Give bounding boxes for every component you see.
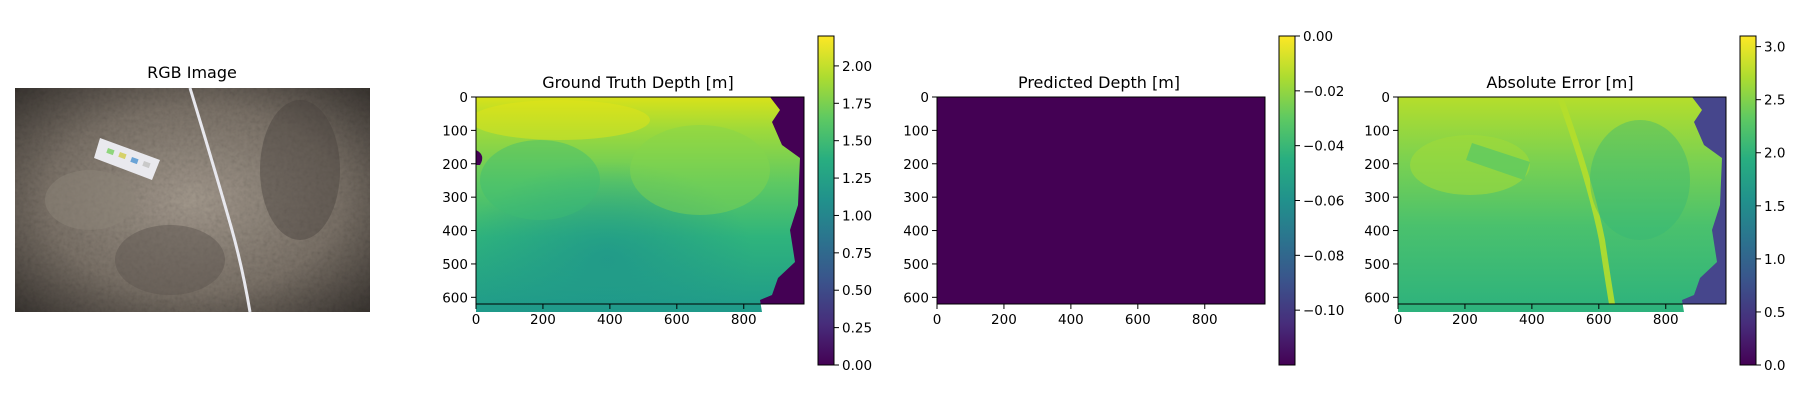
pred-ytick-label: 600 <box>903 290 929 306</box>
gt-x-ticks: 0 200 400 600 800 <box>472 304 757 328</box>
err-ytick-label: 200 <box>1364 157 1390 173</box>
pred-xtick-label: 800 <box>1192 312 1218 328</box>
gt-xtick-label: 600 <box>664 312 690 328</box>
err-x-ticks: 0 200 400 600 800 <box>1394 304 1679 328</box>
err-cbtick-label: 0.5 <box>1764 305 1785 321</box>
err-axes-frame <box>1397 96 1727 305</box>
color-checker-card <box>94 138 160 180</box>
gt-cbtick-label: 1.25 <box>842 171 872 187</box>
pred-depth-panel: Predicted Depth [m] 0 200 400 600 800 0 100 20… <box>903 29 1344 366</box>
gt-xtick-label: 200 <box>530 312 556 328</box>
measuring-tape <box>188 87 252 313</box>
err-ytick-label: 0 <box>1381 90 1390 106</box>
pred-xtick-label: 400 <box>1058 312 1084 328</box>
err-ytick-label: 300 <box>1364 190 1390 206</box>
pred-cbtick-label: −0.04 <box>1303 139 1344 155</box>
err-ytick-label: 100 <box>1364 123 1390 139</box>
err-xtick-label: 600 <box>1586 312 1612 328</box>
gt-cbtick-label: 0.50 <box>842 283 872 299</box>
pred-ytick-label: 100 <box>903 123 929 139</box>
err-cbtick-label: 2.5 <box>1764 93 1785 109</box>
err-cbtick-label: 0.0 <box>1764 358 1785 374</box>
gt-depth-map <box>476 97 800 312</box>
err-colorbar-ticks: 0.0 0.5 1.0 1.5 2.0 2.5 3.0 <box>1756 40 1785 374</box>
gt-cbtick-label: 0.00 <box>842 358 872 374</box>
gt-cbtick-label: 2.00 <box>842 59 872 75</box>
err-colorbar: 0.0 0.5 1.0 1.5 2.0 2.5 3.0 <box>1739 35 1785 374</box>
gt-ytick-label: 0 <box>459 90 468 106</box>
pred-cbtick-label: −0.06 <box>1303 194 1344 210</box>
err-xtick-label: 800 <box>1653 312 1679 328</box>
err-xtick-label: 200 <box>1452 312 1478 328</box>
err-xtick-label: 0 <box>1394 312 1403 328</box>
pred-xtick-label: 600 <box>1125 312 1151 328</box>
pred-depth-map <box>937 97 1265 304</box>
err-ytick-label: 600 <box>1364 290 1390 306</box>
pred-axes-frame <box>936 96 1266 305</box>
gt-ytick-label: 400 <box>442 224 468 240</box>
gt-cbtick-label: 1.50 <box>842 134 872 150</box>
gt-ytick-label: 300 <box>442 190 468 206</box>
gt-ytick-label: 200 <box>442 157 468 173</box>
pred-cbtick-label: −0.02 <box>1303 84 1344 100</box>
gt-xtick-label: 0 <box>472 312 481 328</box>
pred-colorbar-ticks: −0.10 −0.08 −0.06 −0.04 −0.02 0.00 <box>1295 29 1344 319</box>
gt-xtick-label: 800 <box>731 312 757 328</box>
pred-y-ticks: 0 100 200 300 400 500 600 <box>903 90 937 306</box>
gt-depth-panel: Ground Truth Depth [m] 0 200 400 600 800 0 10… <box>442 35 872 374</box>
pred-ytick-label: 200 <box>903 157 929 173</box>
abs-error-panel: Absolute Error [m] 0 200 400 600 800 0 100 200… <box>1364 35 1785 374</box>
err-ytick-label: 500 <box>1364 257 1390 273</box>
pred-ytick-label: 300 <box>903 190 929 206</box>
gt-colorbar-ticks: 0.00 0.25 0.50 0.75 1.00 1.25 1.50 1.75 2.00 <box>834 59 872 374</box>
gt-title: Ground Truth Depth [m] <box>542 73 733 92</box>
gt-ytick-label: 100 <box>442 123 468 139</box>
err-xtick-label: 400 <box>1519 312 1545 328</box>
err-cbtick-label: 1.5 <box>1764 199 1785 215</box>
err-y-ticks: 0 100 200 300 400 500 600 <box>1364 90 1398 306</box>
gt-axes-frame <box>475 96 805 305</box>
gt-ytick-label: 600 <box>442 290 468 306</box>
pred-xtick-label: 200 <box>991 312 1017 328</box>
pred-colorbar: −0.10 −0.08 −0.06 −0.04 −0.02 0.00 <box>1278 29 1344 366</box>
pred-cbtick-label: −0.10 <box>1303 303 1344 319</box>
pred-ytick-label: 400 <box>903 224 929 240</box>
pred-cbtick-label: −0.08 <box>1303 248 1344 264</box>
gt-xtick-label: 400 <box>597 312 623 328</box>
err-cbtick-label: 2.0 <box>1764 146 1785 162</box>
err-ytick-label: 400 <box>1364 224 1390 240</box>
pred-xtick-label: 0 <box>933 312 942 328</box>
pred-ytick-label: 0 <box>920 90 929 106</box>
err-cbtick-label: 1.0 <box>1764 252 1785 268</box>
gt-ytick-label: 500 <box>442 257 468 273</box>
gt-colorbar: 0.00 0.25 0.50 0.75 1.00 1.25 1.50 1.75 2.00 <box>817 35 872 374</box>
rgb-panel: RGB Image <box>15 63 370 313</box>
pred-title: Predicted Depth [m] <box>1018 73 1180 92</box>
gt-cbtick-label: 0.25 <box>842 321 872 337</box>
err-map <box>1398 97 1722 312</box>
pred-cbtick-label: 0.00 <box>1303 29 1333 45</box>
pred-ytick-label: 500 <box>903 257 929 273</box>
gt-cbtick-label: 0.75 <box>842 246 872 262</box>
rgb-photo <box>15 87 370 313</box>
rgb-title: RGB Image <box>147 63 237 82</box>
gt-cbtick-label: 1.00 <box>842 208 872 224</box>
gt-cbtick-label: 1.75 <box>842 96 872 112</box>
err-cbtick-label: 3.0 <box>1764 40 1785 56</box>
pred-x-ticks: 0 200 400 600 800 <box>933 304 1218 328</box>
gt-y-ticks: 0 100 200 300 400 500 600 <box>442 90 476 306</box>
err-title: Absolute Error [m] <box>1486 73 1633 92</box>
